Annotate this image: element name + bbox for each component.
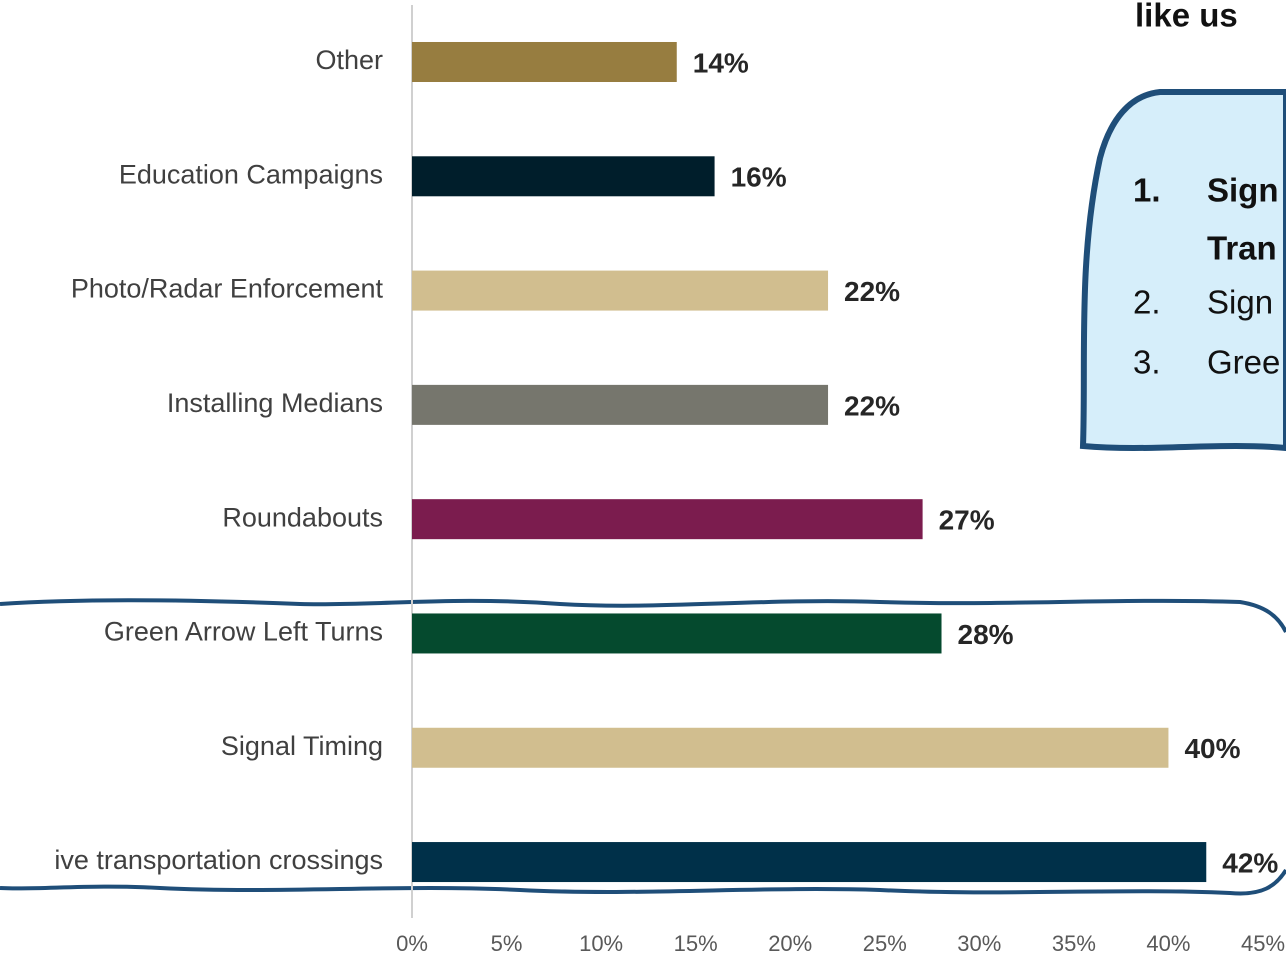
- category-label: ive transportation crossings: [54, 845, 383, 875]
- category-label: Installing Medians: [167, 388, 383, 418]
- annotation-title: like us: [1135, 0, 1238, 34]
- category-label: Other: [315, 45, 383, 75]
- bar: [412, 499, 923, 540]
- value-label: 42%: [1222, 847, 1278, 878]
- category-label: Education Campaigns: [119, 159, 383, 189]
- x-tick-label: 20%: [768, 931, 812, 956]
- value-label: 16%: [731, 162, 787, 193]
- list-text: Sign: [1207, 284, 1273, 321]
- bar: [412, 41, 677, 82]
- category-label: Signal Timing: [221, 731, 383, 761]
- category-label: Roundabouts: [222, 502, 383, 532]
- bar: [412, 727, 1169, 768]
- list-text: Tran: [1207, 230, 1277, 267]
- value-label: 22%: [844, 390, 900, 421]
- x-tick-label: 30%: [957, 931, 1001, 956]
- value-label: 27%: [939, 505, 995, 536]
- value-label: 28%: [958, 619, 1014, 650]
- list-text: Gree: [1207, 344, 1280, 381]
- x-tick-label: 15%: [674, 931, 718, 956]
- x-tick-label: 5%: [491, 931, 523, 956]
- highlight-outline: [0, 598, 1286, 896]
- value-label: 14%: [693, 47, 749, 78]
- callout-box: [1079, 89, 1286, 452]
- bar: [412, 156, 715, 197]
- bar: [412, 384, 829, 425]
- x-tick-label: 25%: [863, 931, 907, 956]
- list-number: 1.: [1133, 172, 1161, 209]
- x-tick-label: 35%: [1052, 931, 1096, 956]
- list-number: 2.: [1133, 284, 1161, 321]
- x-tick-label: 40%: [1146, 931, 1190, 956]
- bar: [412, 842, 1207, 883]
- value-label: 40%: [1184, 733, 1240, 764]
- list-number: 3.: [1133, 344, 1161, 381]
- x-tick-label: 0%: [396, 931, 428, 956]
- bar: [412, 613, 942, 654]
- category-label: Photo/Radar Enforcement: [71, 274, 384, 304]
- list-text: Sign: [1207, 172, 1279, 209]
- bar: [412, 270, 829, 311]
- category-label: Green Arrow Left Turns: [104, 617, 383, 647]
- value-label: 22%: [844, 276, 900, 307]
- x-tick-label: 45%: [1241, 931, 1285, 956]
- x-tick-label: 10%: [579, 931, 623, 956]
